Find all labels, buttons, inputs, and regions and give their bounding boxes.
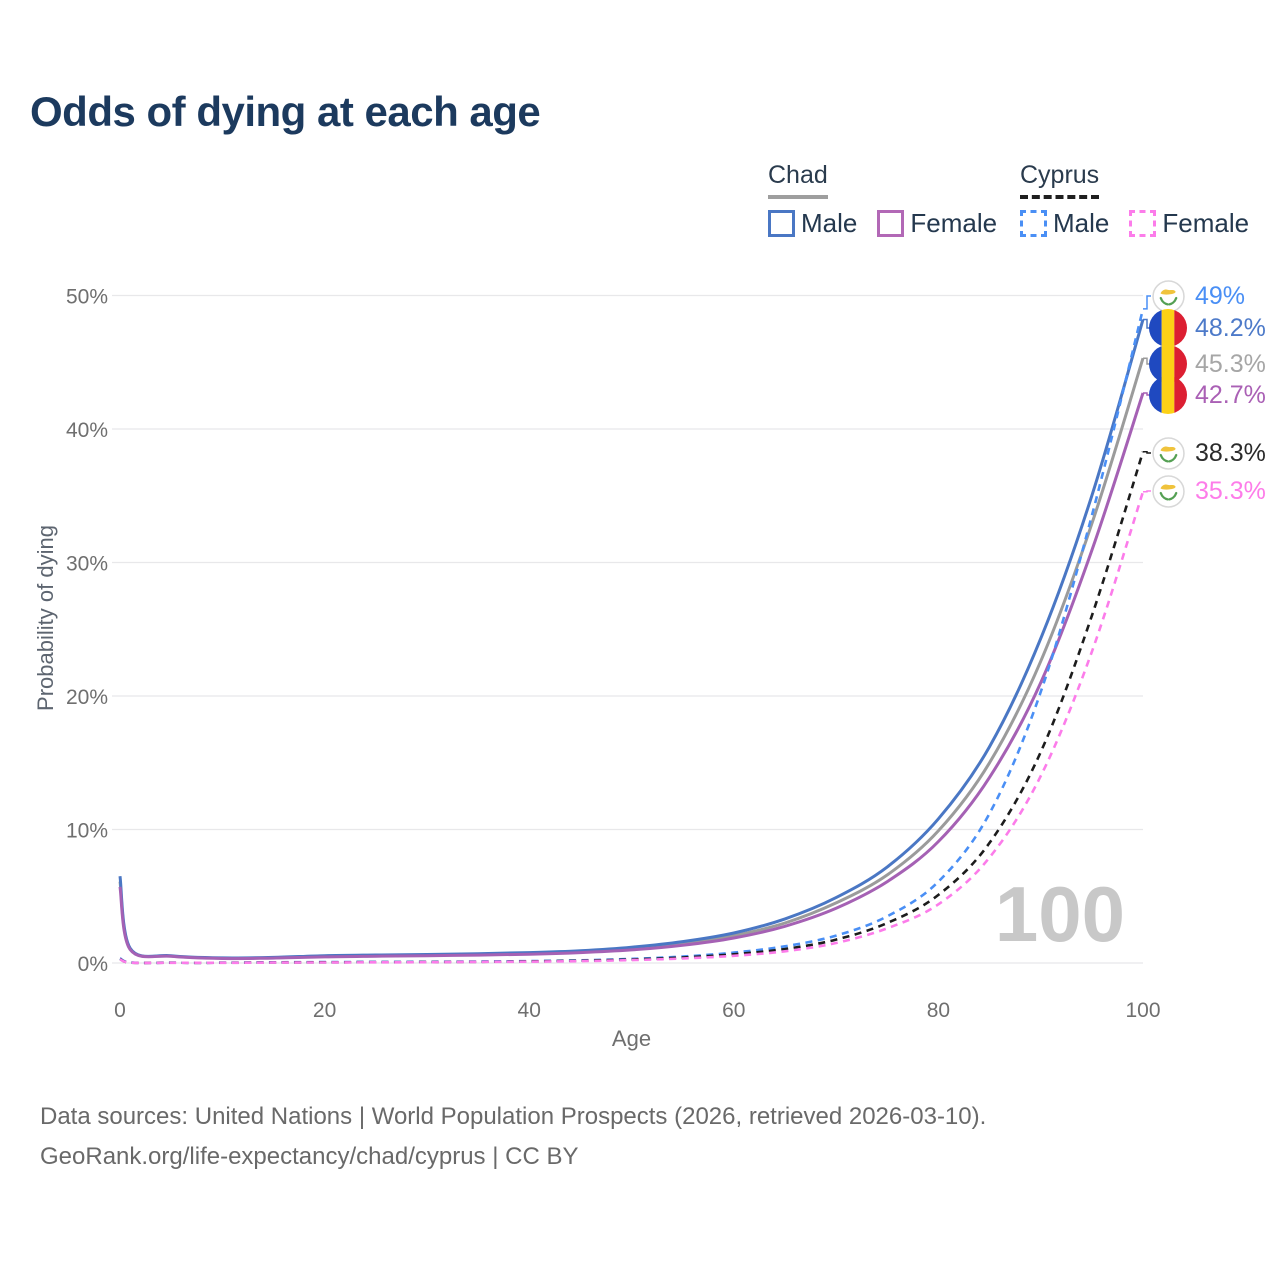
legend-item-chad-female[interactable]: Female <box>877 208 997 239</box>
end-label-chad-female: 42.7% <box>1148 376 1266 414</box>
cyprus-flag-icon <box>1151 436 1185 470</box>
end-label-cyprus-average: 38.3% <box>1148 434 1266 472</box>
legend-label-cyprus-female: Female <box>1162 207 1250 238</box>
legend-item-chad-male[interactable]: Male <box>768 208 857 239</box>
end-value-chad-female: 42.7% <box>1195 380 1266 409</box>
footer: Data sources: United Nations | World Pop… <box>40 1097 986 1177</box>
cyprus-female-swatch-icon <box>1129 209 1157 237</box>
cyprus-male-swatch-icon <box>1020 209 1047 237</box>
end-label-cyprus-female: 35.3% <box>1148 472 1266 510</box>
legend-label-chad-female: Female <box>910 207 998 238</box>
chad-female-swatch-icon <box>877 209 905 237</box>
end-connector-cyprus-male <box>1143 295 1151 310</box>
y-tick-10: 10% <box>66 820 108 843</box>
end-label-chad-male: 48.2% <box>1148 309 1266 347</box>
watermark-age-100: 100 <box>995 870 1125 958</box>
x-tick-40: 40 <box>518 999 541 1022</box>
page-title: Odds of dying at each age <box>30 88 541 135</box>
end-value-chad-male: 48.2% <box>1195 313 1266 342</box>
end-connector-cyprus-average <box>1143 450 1151 454</box>
cyprus-flag-icon <box>1151 279 1185 313</box>
chad-male-swatch-icon <box>768 209 795 237</box>
y-tick-0: 0% <box>78 953 108 976</box>
footer-data-sources: Data sources: United Nations | World Pop… <box>40 1103 987 1130</box>
end-value-cyprus-male: 49% <box>1195 281 1246 310</box>
x-tick-80: 80 <box>927 999 950 1022</box>
legend-group-chad: Chad Male Female <box>768 161 997 239</box>
x-tick-100: 100 <box>1125 999 1160 1022</box>
legend-item-cyprus-female[interactable]: Female <box>1129 208 1249 239</box>
y-tick-50: 50% <box>66 286 108 309</box>
end-label-cyprus-male: 49% <box>1148 277 1245 315</box>
y-tick-20: 20% <box>66 686 108 709</box>
series-line-chad-female[interactable] <box>118 392 1145 961</box>
series-line-cyprus-male[interactable] <box>119 308 1145 965</box>
series-line-cyprus-average[interactable] <box>119 451 1145 965</box>
series-line-chad-average[interactable] <box>118 357 1145 960</box>
end-connector-cyprus-female <box>1143 490 1151 493</box>
legend-label-chad-male: Male <box>801 207 858 238</box>
chad-flag-icon <box>1149 376 1187 414</box>
end-label-chad-average: 45.3% <box>1148 345 1266 383</box>
legend-title-cyprus[interactable]: Cyprus <box>1020 161 1100 199</box>
legend-title-chad[interactable]: Chad <box>768 161 828 199</box>
y-tick-30: 30% <box>66 553 108 576</box>
legend-group-cyprus: Cyprus Male Female <box>1020 161 1249 239</box>
x-tick-20: 20 <box>313 999 336 1022</box>
series-line-chad-male[interactable] <box>118 319 1145 960</box>
legend-item-cyprus-male[interactable]: Male <box>1020 208 1109 239</box>
legend-label-cyprus-male: Male <box>1053 207 1110 238</box>
y-tick-40: 40% <box>66 419 108 442</box>
x-axis-title: Age <box>612 1026 651 1051</box>
end-value-cyprus-female: 35.3% <box>1195 476 1266 505</box>
footer-attribution: GeoRank.org/life-expectancy/chad/cyprus … <box>40 1143 579 1170</box>
series-line-cyprus-female[interactable] <box>119 491 1145 965</box>
chad-flag-icon <box>1149 309 1187 347</box>
chad-flag-icon <box>1149 345 1187 383</box>
x-tick-0: 0 <box>114 999 126 1022</box>
end-value-chad-average: 45.3% <box>1195 349 1266 378</box>
cyprus-flag-icon <box>1151 474 1185 508</box>
x-tick-60: 60 <box>722 999 745 1022</box>
end-value-cyprus-average: 38.3% <box>1195 438 1266 467</box>
